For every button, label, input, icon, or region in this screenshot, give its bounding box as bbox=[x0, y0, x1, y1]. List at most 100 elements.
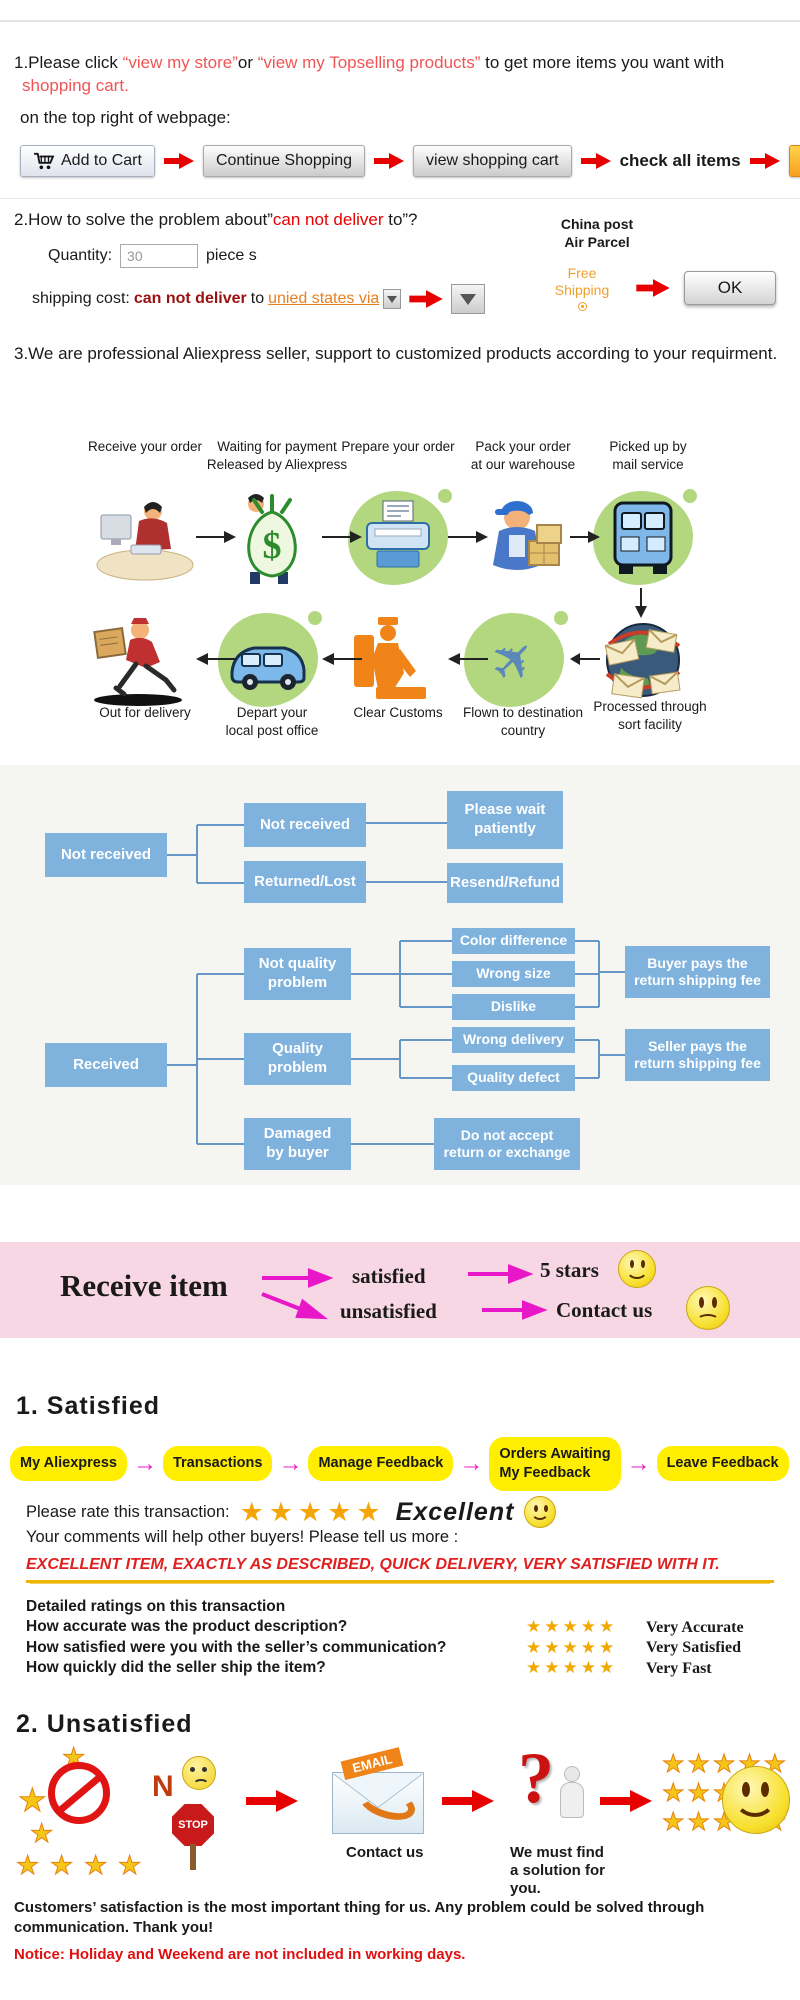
process-label: Prepare your order bbox=[341, 439, 455, 454]
email-envelope-icon bbox=[332, 1772, 424, 1834]
ok-button[interactable]: OK bbox=[684, 270, 776, 305]
continue-shopping-label: Continue Shopping bbox=[215, 152, 353, 169]
united-states-link[interactable]: unied states via bbox=[268, 290, 380, 307]
contact-us-label: Contact us bbox=[556, 1298, 653, 1322]
step2-heading: 2.How to solve the problem about”can not… bbox=[14, 210, 794, 230]
rate-label: Please rate this transaction: bbox=[26, 1502, 230, 1521]
order-process-diagram: Receive your order Waiting for payment R… bbox=[0, 438, 800, 738]
printer-icon bbox=[340, 488, 456, 588]
process-label: Depart your local post office bbox=[225, 705, 319, 738]
flow-node: Quality problem bbox=[244, 1033, 351, 1085]
flow-node: Seller pays the return shipping fee bbox=[625, 1029, 770, 1081]
flow-node: Damaged by buyer bbox=[244, 1118, 351, 1170]
excellent-label: Excellent bbox=[395, 1497, 515, 1526]
cart-icon bbox=[34, 152, 55, 170]
free-shipping-option[interactable]: Free Shipping bbox=[542, 265, 622, 311]
shipping-cost-label: shipping cost: bbox=[32, 290, 130, 307]
arrow-right-icon bbox=[448, 531, 488, 543]
rating-question: How accurate was the product description… bbox=[26, 1617, 348, 1635]
arrow-right-icon bbox=[570, 531, 600, 543]
no-stars-icon bbox=[48, 1762, 110, 1824]
top-divider bbox=[0, 20, 800, 22]
process-label: Clear Customs bbox=[353, 705, 443, 720]
star-rating[interactable]: ★★★★★ bbox=[526, 1637, 618, 1657]
flow-node: Received bbox=[45, 1043, 167, 1087]
flow-node: Returned/Lost bbox=[244, 861, 366, 903]
customs-officer-icon bbox=[332, 610, 448, 710]
stop-sign-icon: STOP bbox=[172, 1804, 214, 1846]
post-van-icon bbox=[210, 610, 326, 710]
leave-feedback-pill[interactable]: Leave Feedback bbox=[656, 1446, 789, 1482]
quantity-input[interactable] bbox=[120, 244, 199, 268]
process-label: Pack your order at our warehouse bbox=[470, 439, 576, 472]
process-label: Processed through sort facility bbox=[593, 699, 707, 732]
chevron-down-icon bbox=[387, 295, 398, 303]
shopping-cart-link[interactable]: shopping cart. bbox=[22, 75, 129, 95]
big-happy-smiley-icon bbox=[722, 1766, 790, 1834]
continue-shopping-button[interactable]: Continue Shopping bbox=[202, 145, 366, 177]
unsatisfied-heading: 2. Unsatisfied bbox=[16, 1710, 193, 1738]
free-shipping-label: Free Shipping bbox=[554, 265, 610, 298]
red-arrow-icon bbox=[580, 153, 611, 169]
stop-sign-post bbox=[190, 1844, 196, 1870]
arrow-left-icon bbox=[448, 653, 488, 665]
add-to-cart-label: Add to Cart bbox=[61, 152, 142, 169]
transactions-pill[interactable]: Transactions bbox=[162, 1446, 273, 1482]
flow-node: Not received bbox=[45, 833, 167, 877]
footer-notice: Notice: Holiday and Weekend are not incl… bbox=[14, 1946, 466, 1963]
receive-item-title: Receive item bbox=[60, 1268, 228, 1303]
star-rating[interactable]: ★★★★★ bbox=[526, 1616, 618, 1636]
satisfied-heading: 1. Satisfied bbox=[16, 1392, 160, 1420]
thinking-figure-icon bbox=[558, 1766, 584, 1818]
flow-node: Color difference bbox=[452, 928, 575, 954]
happy-smiley-icon bbox=[618, 1250, 656, 1288]
buy-now-button[interactable]: Buy now bbox=[788, 145, 800, 177]
shipping-method-dropdown[interactable] bbox=[451, 284, 486, 314]
flow-node: Dislike bbox=[452, 994, 575, 1020]
flow-node: Do not accept return or exchange bbox=[434, 1118, 580, 1170]
five-star-rating[interactable]: ★★★★★ bbox=[239, 1496, 386, 1527]
process-label: Waiting for payment Released by Aliexpre… bbox=[206, 439, 348, 472]
unsatisfied-illustration: ★ ★ ★ ★ ★ ★ ★ N STOP EMAIL Contact us ? We … bbox=[15, 1738, 790, 1897]
process-label: Out for delivery bbox=[99, 705, 191, 720]
my-aliexpress-pill[interactable]: My Aliexpress bbox=[10, 1446, 127, 1482]
happy-smiley-icon bbox=[524, 1496, 557, 1528]
country-dropdown[interactable] bbox=[383, 289, 402, 309]
orders-awaiting-pill[interactable]: Orders Awaiting My Feedback bbox=[489, 1437, 621, 1491]
cannot-deliver-label: can not deliver bbox=[133, 290, 247, 307]
step1-prefix: 1.Please click bbox=[14, 53, 123, 72]
rating-answer: Very Accurate bbox=[646, 1618, 744, 1636]
five-stars-label: 5 stars bbox=[540, 1258, 599, 1282]
star-rating[interactable]: ★★★★★ bbox=[526, 1658, 618, 1678]
shipping-option-panel: China post Air Parcel Free Shipping OK bbox=[542, 216, 800, 311]
add-to-cart-button[interactable]: Add to Cart bbox=[20, 145, 155, 177]
step2-h-red: can not deliver bbox=[272, 210, 384, 229]
satisfied-label: satisfied bbox=[352, 1264, 426, 1288]
red-arrow-icon bbox=[374, 153, 405, 169]
rating-question: How quickly did the seller ship the item… bbox=[26, 1659, 326, 1677]
manage-feedback-pill[interactable]: Manage Feedback bbox=[308, 1446, 454, 1482]
view-cart-label: view shopping cart bbox=[426, 152, 559, 169]
customer-computer-icon bbox=[87, 488, 203, 588]
sad-smiley-icon bbox=[686, 1286, 730, 1330]
svg-text:$: $ bbox=[263, 525, 282, 567]
radio-icon[interactable] bbox=[577, 301, 587, 311]
view-my-store-link[interactable]: “view my store” bbox=[122, 53, 238, 72]
toolbar-divider bbox=[0, 198, 800, 199]
red-arrow-icon bbox=[163, 153, 194, 169]
n-letter: N bbox=[152, 1770, 174, 1803]
step1-mid: to get more items you want with bbox=[480, 53, 725, 72]
step2-h2: to”? bbox=[383, 210, 418, 229]
truck-icon bbox=[585, 488, 701, 588]
globe-mail-icon bbox=[585, 610, 701, 710]
comments-hint: Your comments will help other buyers! Pl… bbox=[26, 1528, 459, 1546]
flow-node: Buyer pays the return shipping fee bbox=[625, 946, 770, 998]
view-shopping-cart-button[interactable]: view shopping cart bbox=[413, 145, 572, 177]
delivery-runner-icon bbox=[84, 610, 200, 710]
step1-text: 1.Please click “view my store”or “view m… bbox=[14, 52, 774, 98]
topselling-link[interactable]: “view my Topselling products” bbox=[257, 53, 481, 72]
magenta-arrows bbox=[261, 1264, 548, 1320]
contact-us-caption: Contact us bbox=[346, 1844, 424, 1861]
rating-question: How satisfied were you with the seller’s… bbox=[26, 1638, 447, 1656]
